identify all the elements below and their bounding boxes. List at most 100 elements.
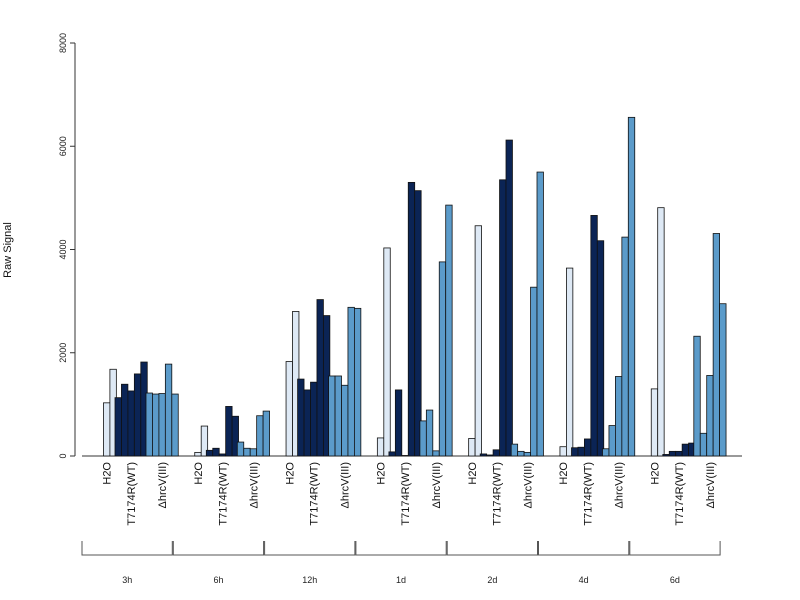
bar xyxy=(510,443,519,457)
bar xyxy=(584,438,592,457)
timepoint-label: 1d xyxy=(396,575,406,585)
bar xyxy=(347,306,355,457)
bar xyxy=(505,139,513,457)
bar xyxy=(445,204,453,457)
bar xyxy=(468,438,476,457)
condition-label: H2O xyxy=(467,462,479,485)
bar xyxy=(559,446,567,457)
bar xyxy=(499,179,507,457)
bar xyxy=(479,453,488,457)
bar xyxy=(256,415,264,457)
bar xyxy=(218,453,227,457)
timepoint-label: 2d xyxy=(487,575,497,585)
bar xyxy=(523,451,531,457)
condition-label: H2O xyxy=(193,462,205,485)
timepoint-label: 3h xyxy=(122,575,132,585)
y-tick-label: 6000 xyxy=(58,136,68,156)
bar xyxy=(158,393,166,457)
timepoint-label: 6h xyxy=(213,575,223,585)
bar xyxy=(297,378,305,457)
bar xyxy=(566,267,574,457)
bar xyxy=(171,393,179,457)
bar xyxy=(681,443,690,457)
timepoint-bracket xyxy=(538,541,630,556)
condition-label: ΔhrcV(III) xyxy=(522,462,534,508)
bar xyxy=(310,381,318,457)
bar xyxy=(194,451,202,457)
bar xyxy=(517,450,525,457)
condition-label: ΔhrcV(III) xyxy=(614,462,626,508)
bar xyxy=(200,425,209,457)
y-tick-label: 8000 xyxy=(58,33,68,53)
bar xyxy=(608,425,616,457)
bar xyxy=(394,389,403,457)
timepoint-bracket xyxy=(172,541,265,556)
bar xyxy=(262,410,270,457)
bar xyxy=(438,261,447,457)
condition-label: H2O xyxy=(650,462,662,485)
condition-label: T7174R(WT) xyxy=(491,462,503,526)
bar xyxy=(249,448,258,457)
bar xyxy=(341,384,349,457)
bar xyxy=(205,449,214,457)
y-axis-label: Raw Signal xyxy=(2,222,14,278)
timepoint-label: 4d xyxy=(579,575,589,585)
bar xyxy=(127,390,135,457)
condition-label: ΔhrcV(III) xyxy=(431,462,443,508)
bar xyxy=(596,240,605,457)
condition-label: T7174R(WT) xyxy=(217,462,229,526)
bar xyxy=(376,437,385,457)
bar xyxy=(668,450,677,457)
condition-label: T7174R(WT) xyxy=(400,462,412,526)
bar xyxy=(236,441,245,457)
bar xyxy=(706,375,714,457)
bar xyxy=(285,361,293,457)
bar xyxy=(577,446,585,457)
bar xyxy=(492,449,500,457)
condition-label: H2O xyxy=(284,462,296,485)
bar xyxy=(145,392,153,457)
bar xyxy=(334,375,342,457)
y-tick-label: 0 xyxy=(58,453,68,458)
bar xyxy=(530,286,538,457)
bar xyxy=(164,363,173,457)
bar xyxy=(328,375,336,457)
bar xyxy=(621,236,629,457)
bar xyxy=(657,207,665,457)
timepoint-label: 12h xyxy=(302,575,317,585)
bar xyxy=(383,247,391,457)
timepoint-bracket xyxy=(81,541,173,556)
condition-label: H2O xyxy=(376,462,388,485)
bar xyxy=(225,406,233,457)
timepoint-bracket xyxy=(629,541,721,556)
bar xyxy=(303,389,311,457)
bar xyxy=(699,432,708,457)
bar xyxy=(133,373,142,457)
bar xyxy=(103,402,111,457)
bar xyxy=(401,455,409,457)
bar xyxy=(602,448,610,457)
bar xyxy=(650,388,659,457)
condition-label: T7174R(WT) xyxy=(309,462,321,526)
bar xyxy=(414,190,422,457)
bar xyxy=(675,450,683,457)
bar xyxy=(114,397,122,457)
timepoint-bracket xyxy=(355,541,447,556)
timepoint-label: 6d xyxy=(670,575,680,585)
bar xyxy=(419,420,427,457)
bar xyxy=(121,383,129,457)
bar xyxy=(425,409,434,457)
condition-labels: H2O T7174R(WT) ΔhrcV(III) H2O T7174R(WT) Δhrc… xyxy=(102,462,717,526)
bar xyxy=(693,335,701,457)
bar xyxy=(212,447,220,457)
bar xyxy=(615,376,623,457)
bar xyxy=(474,225,482,457)
condition-label: ΔhrcV(III) xyxy=(157,462,169,508)
condition-label: T7174R(WT) xyxy=(674,462,686,526)
condition-label: H2O xyxy=(102,462,114,485)
condition-label: ΔhrcV(III) xyxy=(340,462,352,508)
bar xyxy=(486,454,494,457)
bar xyxy=(316,299,324,457)
condition-label: H2O xyxy=(558,462,570,485)
